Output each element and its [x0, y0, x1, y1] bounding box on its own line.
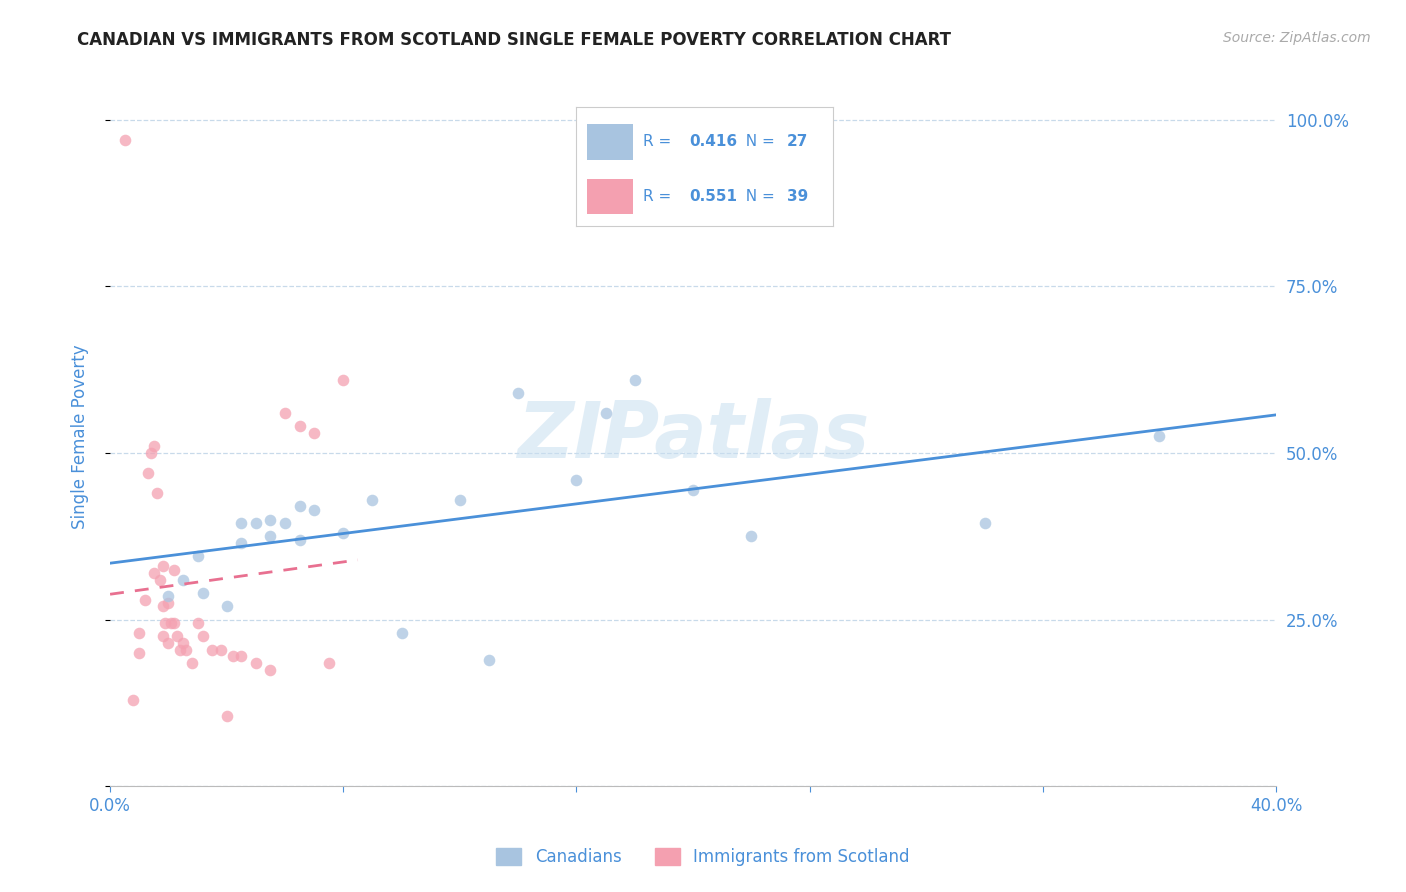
Point: [186, 549, 208, 564]
Point: [152, 559, 174, 574]
Point: [259, 512, 281, 526]
Point: [274, 406, 297, 420]
Point: [157, 596, 180, 610]
Point: [259, 663, 281, 677]
Point: [288, 533, 311, 547]
Point: [274, 516, 297, 530]
Point: [508, 386, 530, 401]
Point: [166, 629, 188, 643]
Text: ZIPatlas: ZIPatlas: [517, 398, 869, 475]
Point: [201, 642, 224, 657]
Point: [332, 373, 354, 387]
Point: [231, 516, 253, 530]
Point: [149, 573, 172, 587]
Point: [157, 589, 180, 603]
Point: [128, 625, 150, 640]
Point: [231, 649, 253, 664]
Point: [215, 709, 238, 723]
Point: [142, 439, 165, 453]
Point: [215, 599, 238, 614]
Point: [136, 466, 159, 480]
Point: [302, 502, 325, 516]
Point: [288, 500, 311, 514]
Point: [155, 615, 177, 630]
Text: Source: ZipAtlas.com: Source: ZipAtlas.com: [1223, 31, 1371, 45]
Point: [318, 656, 340, 670]
Point: [142, 566, 165, 580]
Point: [172, 636, 194, 650]
Point: [174, 642, 197, 657]
Point: [160, 615, 183, 630]
Point: [221, 649, 243, 664]
Point: [478, 652, 501, 666]
Point: [157, 636, 180, 650]
Point: [595, 406, 617, 420]
Point: [134, 592, 156, 607]
Point: [209, 642, 232, 657]
Point: [128, 646, 150, 660]
Point: [152, 629, 174, 643]
Point: [163, 563, 186, 577]
Point: [302, 425, 325, 440]
Point: [391, 625, 413, 640]
Point: [193, 629, 215, 643]
Point: [288, 419, 311, 434]
Text: CANADIAN VS IMMIGRANTS FROM SCOTLAND SINGLE FEMALE POVERTY CORRELATION CHART: CANADIAN VS IMMIGRANTS FROM SCOTLAND SIN…: [77, 31, 952, 49]
Y-axis label: Single Female Poverty: Single Female Poverty: [72, 344, 89, 529]
Point: [245, 516, 267, 530]
Legend: Canadians, Immigrants from Scotland: Canadians, Immigrants from Scotland: [488, 840, 918, 875]
Point: [163, 615, 186, 630]
Point: [152, 599, 174, 614]
Point: [231, 536, 253, 550]
Point: [122, 692, 145, 706]
Point: [565, 473, 588, 487]
Point: [114, 133, 136, 147]
Point: [259, 529, 281, 543]
Point: [973, 516, 995, 530]
Point: [139, 446, 162, 460]
Point: [193, 586, 215, 600]
Point: [623, 373, 645, 387]
Point: [245, 656, 267, 670]
Point: [172, 573, 194, 587]
Point: [332, 525, 354, 540]
Point: [740, 529, 762, 543]
Point: [1149, 429, 1171, 443]
Point: [186, 615, 208, 630]
Point: [361, 492, 384, 507]
Point: [449, 492, 471, 507]
Point: [180, 656, 202, 670]
Point: [145, 486, 167, 500]
Point: [169, 642, 191, 657]
Point: [682, 483, 704, 497]
